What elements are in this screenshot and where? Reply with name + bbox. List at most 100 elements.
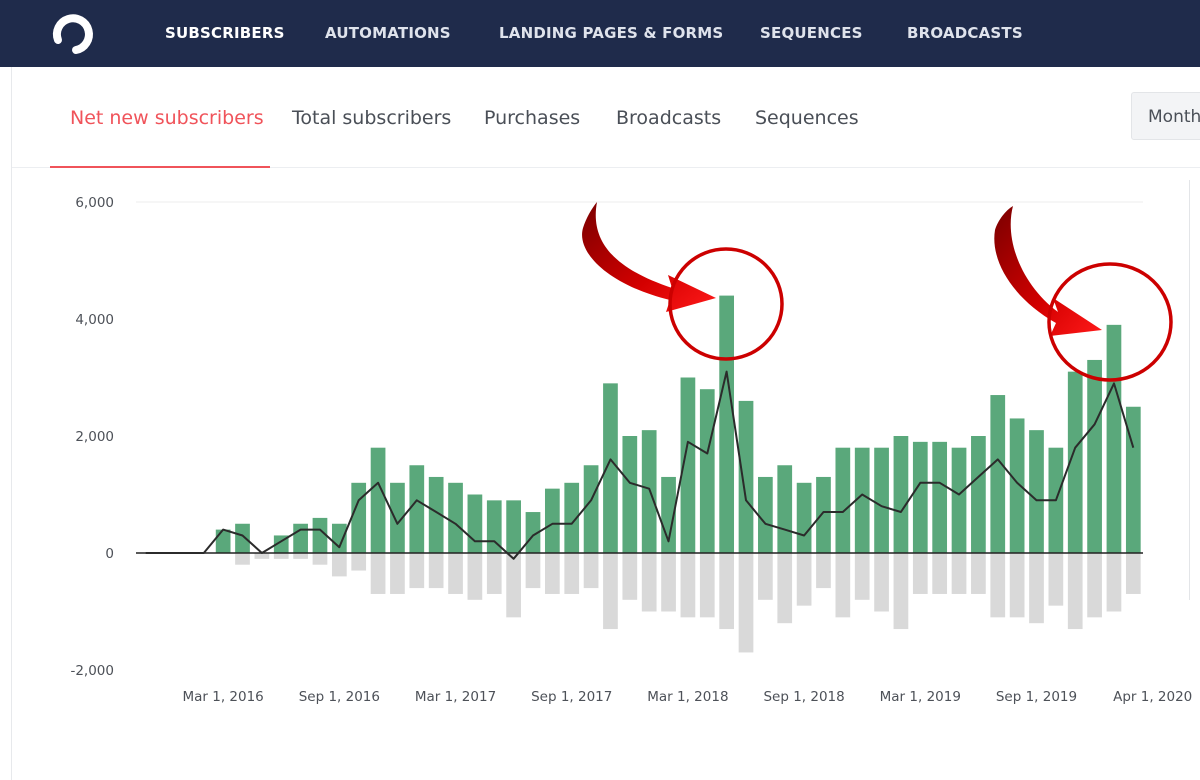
new-subscriber-bar[interactable]	[622, 436, 638, 553]
unsubscribe-bar[interactable]	[1048, 553, 1064, 606]
unsubscribe-bar[interactable]	[893, 553, 909, 630]
nav-landing-pages-forms[interactable]: LANDING PAGES & FORMS	[499, 24, 724, 42]
new-subscriber-bar[interactable]	[912, 441, 928, 553]
new-subscriber-bar[interactable]	[370, 447, 386, 553]
new-subscriber-bar[interactable]	[409, 465, 425, 553]
unsubscribe-bar[interactable]	[912, 553, 928, 594]
unsubscribe-bar[interactable]	[273, 553, 289, 559]
unsubscribe-bar[interactable]	[738, 553, 754, 653]
new-subscriber-bar[interactable]	[506, 500, 521, 553]
unsubscribe-bar[interactable]	[467, 553, 483, 600]
unsubscribe-bar[interactable]	[370, 553, 386, 594]
new-subscriber-bar[interactable]	[719, 295, 735, 553]
unsubscribe-bar[interactable]	[254, 553, 270, 559]
new-subscriber-bar[interactable]	[215, 529, 231, 553]
unsubscribe-bar[interactable]	[428, 553, 444, 589]
new-subscriber-bar[interactable]	[331, 523, 347, 553]
unsubscribe-bar[interactable]	[971, 553, 986, 594]
new-subscriber-bar[interactable]	[971, 436, 986, 553]
tab-purchases[interactable]: Purchases	[484, 107, 581, 129]
new-subscriber-bar[interactable]	[235, 523, 250, 553]
nav-sequences[interactable]: SEQUENCES	[760, 24, 863, 42]
app-logo-icon[interactable]	[46, 10, 96, 56]
new-subscriber-bar[interactable]	[1106, 324, 1122, 553]
new-subscriber-bar[interactable]	[351, 482, 367, 553]
unsubscribe-bar[interactable]	[699, 553, 715, 618]
new-subscriber-bar[interactable]	[525, 512, 541, 553]
new-subscriber-bar[interactable]	[854, 447, 870, 553]
new-subscriber-bar[interactable]	[777, 465, 793, 553]
new-subscriber-bar[interactable]	[680, 377, 696, 554]
unsubscribe-bar[interactable]	[564, 553, 580, 594]
unsubscribe-bar[interactable]	[390, 553, 405, 594]
new-subscriber-bar[interactable]	[603, 383, 618, 553]
new-subscriber-bar[interactable]	[312, 517, 328, 553]
new-subscriber-bar[interactable]	[448, 482, 463, 553]
unsubscribe-bar[interactable]	[351, 553, 367, 571]
new-subscriber-bar[interactable]	[893, 436, 909, 553]
new-subscriber-bar[interactable]	[758, 476, 773, 553]
new-subscriber-bar[interactable]	[467, 494, 483, 554]
unsubscribe-bar[interactable]	[758, 553, 773, 600]
new-subscriber-bar[interactable]	[1087, 359, 1102, 553]
unsubscribe-bar[interactable]	[409, 553, 425, 589]
unsubscribe-bar[interactable]	[1009, 553, 1025, 618]
new-subscriber-bar[interactable]	[990, 395, 1006, 553]
unsubscribe-bar[interactable]	[641, 553, 657, 612]
unsubscribe-bar[interactable]	[448, 553, 463, 594]
new-subscriber-bar[interactable]	[583, 465, 599, 553]
tab-net-new-subscribers[interactable]: Net new subscribers	[70, 107, 264, 129]
unsubscribe-bar[interactable]	[990, 553, 1006, 618]
tab-total-subscribers[interactable]: Total subscribers	[292, 107, 452, 129]
new-subscriber-bar[interactable]	[932, 441, 948, 553]
unsubscribe-bar[interactable]	[1067, 553, 1083, 630]
unsubscribe-bar[interactable]	[1125, 553, 1141, 594]
unsubscribe-bar[interactable]	[544, 553, 560, 594]
time-range-select[interactable]: Month	[1131, 92, 1200, 140]
new-subscriber-bar[interactable]	[699, 389, 715, 553]
new-subscriber-bar[interactable]	[816, 476, 831, 553]
unsubscribe-bar[interactable]	[951, 553, 967, 594]
new-subscriber-bar[interactable]	[835, 447, 851, 553]
new-subscriber-bar[interactable]	[544, 488, 560, 553]
unsubscribe-bar[interactable]	[796, 553, 812, 606]
unsubscribe-bar[interactable]	[331, 553, 347, 577]
new-subscriber-bar[interactable]	[738, 400, 754, 553]
unsubscribe-bar[interactable]	[603, 553, 618, 630]
nav-automations[interactable]: AUTOMATIONS	[325, 24, 451, 42]
unsubscribe-bar[interactable]	[719, 553, 735, 630]
new-subscriber-bar[interactable]	[564, 482, 580, 553]
new-subscriber-bar[interactable]	[428, 476, 444, 553]
nav-broadcasts[interactable]: BROADCASTS	[907, 24, 1023, 42]
new-subscriber-bar[interactable]	[796, 482, 812, 553]
new-subscriber-bar[interactable]	[1009, 418, 1025, 553]
unsubscribe-bar[interactable]	[1029, 553, 1044, 624]
unsubscribe-bar[interactable]	[235, 553, 250, 565]
new-subscriber-bar[interactable]	[951, 447, 967, 553]
new-subscriber-bar[interactable]	[293, 523, 308, 553]
unsubscribe-bar[interactable]	[816, 553, 831, 589]
unsubscribe-bar[interactable]	[1087, 553, 1102, 618]
unsubscribe-bar[interactable]	[854, 553, 870, 600]
tab-sequences[interactable]: Sequences	[755, 107, 859, 129]
unsubscribe-bar[interactable]	[1106, 553, 1122, 612]
unsubscribe-bar[interactable]	[506, 553, 521, 618]
unsubscribe-bar[interactable]	[583, 553, 599, 589]
nav-subscribers[interactable]: SUBSCRIBERS	[165, 24, 285, 42]
new-subscriber-bar[interactable]	[486, 500, 502, 553]
new-subscriber-bar[interactable]	[1067, 371, 1083, 553]
tab-broadcasts[interactable]: Broadcasts	[616, 107, 722, 129]
unsubscribe-bar[interactable]	[293, 553, 308, 559]
unsubscribe-bar[interactable]	[874, 553, 889, 612]
new-subscriber-bar[interactable]	[1029, 430, 1044, 553]
unsubscribe-bar[interactable]	[680, 553, 696, 618]
unsubscribe-bar[interactable]	[932, 553, 948, 594]
unsubscribe-bar[interactable]	[661, 553, 676, 612]
new-subscriber-bar[interactable]	[641, 430, 657, 553]
new-subscriber-bar[interactable]	[390, 482, 405, 553]
unsubscribe-bar[interactable]	[777, 553, 793, 624]
unsubscribe-bar[interactable]	[312, 553, 328, 565]
unsubscribe-bar[interactable]	[835, 553, 851, 618]
new-subscriber-bar[interactable]	[1125, 406, 1141, 553]
unsubscribe-bar[interactable]	[486, 553, 502, 594]
